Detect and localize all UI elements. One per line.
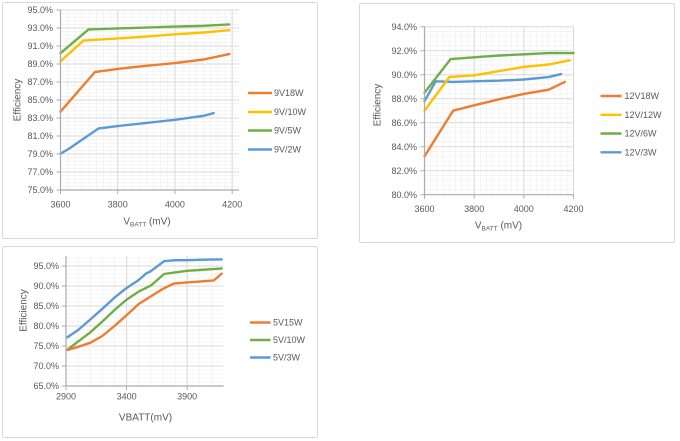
svg-text:Efficiency: Efficiency	[373, 84, 384, 127]
svg-text:89.0%: 89.0%	[27, 59, 53, 69]
svg-text:75.0%: 75.0%	[27, 185, 53, 195]
svg-text:83.0%: 83.0%	[27, 113, 53, 123]
svg-text:79.0%: 79.0%	[27, 149, 53, 159]
svg-text:81.0%: 81.0%	[27, 131, 53, 141]
svg-text:9V/2W: 9V/2W	[274, 145, 302, 155]
svg-text:4000: 4000	[165, 200, 185, 210]
svg-text:VBATT(mV): VBATT(mV)	[119, 413, 172, 424]
svg-text:3800: 3800	[464, 204, 484, 214]
svg-text:4200: 4200	[563, 204, 583, 214]
svg-text:95.0%: 95.0%	[33, 261, 59, 271]
svg-text:90.0%: 90.0%	[391, 70, 417, 80]
svg-text:90.0%: 90.0%	[33, 281, 59, 291]
svg-text:93.0%: 93.0%	[27, 23, 53, 33]
svg-text:82.0%: 82.0%	[391, 166, 417, 176]
svg-text:86.0%: 86.0%	[391, 118, 417, 128]
svg-text:Efficiency: Efficiency	[19, 289, 30, 332]
svg-text:9V18W: 9V18W	[274, 88, 304, 98]
svg-text:12V18W: 12V18W	[625, 91, 660, 101]
svg-text:94.0%: 94.0%	[391, 22, 417, 32]
svg-text:65.0%: 65.0%	[33, 381, 59, 391]
svg-text:88.0%: 88.0%	[391, 94, 417, 104]
svg-text:75.0%: 75.0%	[33, 341, 59, 351]
svg-text:3800: 3800	[108, 200, 128, 210]
svg-text:3900: 3900	[177, 392, 197, 402]
svg-text:4200: 4200	[222, 200, 242, 210]
svg-text:80.0%: 80.0%	[391, 190, 417, 200]
svg-text:87.0%: 87.0%	[27, 77, 53, 87]
svg-text:2900: 2900	[56, 392, 76, 402]
svg-text:84.0%: 84.0%	[391, 142, 417, 152]
svg-text:VBATT (mV): VBATT (mV)	[123, 217, 170, 229]
svg-text:3600: 3600	[414, 204, 434, 214]
svg-text:12V/3W: 12V/3W	[625, 148, 658, 158]
svg-text:3600: 3600	[50, 200, 70, 210]
svg-text:VBATT (mV): VBATT (mV)	[475, 221, 522, 233]
svg-text:80.0%: 80.0%	[33, 321, 59, 331]
svg-text:95.0%: 95.0%	[27, 5, 53, 15]
svg-text:77.0%: 77.0%	[27, 167, 53, 177]
svg-text:12V/12W: 12V/12W	[625, 110, 663, 120]
svg-text:5V15W: 5V15W	[273, 318, 303, 328]
svg-text:9V/10W: 9V/10W	[274, 107, 307, 117]
svg-text:70.0%: 70.0%	[33, 361, 59, 371]
svg-text:91.0%: 91.0%	[27, 41, 53, 51]
svg-text:Efficiency: Efficiency	[13, 79, 24, 122]
svg-text:3400: 3400	[117, 392, 137, 402]
svg-text:5V/3W: 5V/3W	[273, 353, 301, 363]
svg-text:9V/5W: 9V/5W	[274, 126, 302, 136]
svg-text:12V/6W: 12V/6W	[625, 129, 658, 139]
svg-text:5V/10W: 5V/10W	[273, 335, 306, 345]
svg-text:92.0%: 92.0%	[391, 46, 417, 56]
svg-text:85.0%: 85.0%	[33, 301, 59, 311]
svg-text:85.0%: 85.0%	[27, 95, 53, 105]
svg-text:4000: 4000	[514, 204, 534, 214]
